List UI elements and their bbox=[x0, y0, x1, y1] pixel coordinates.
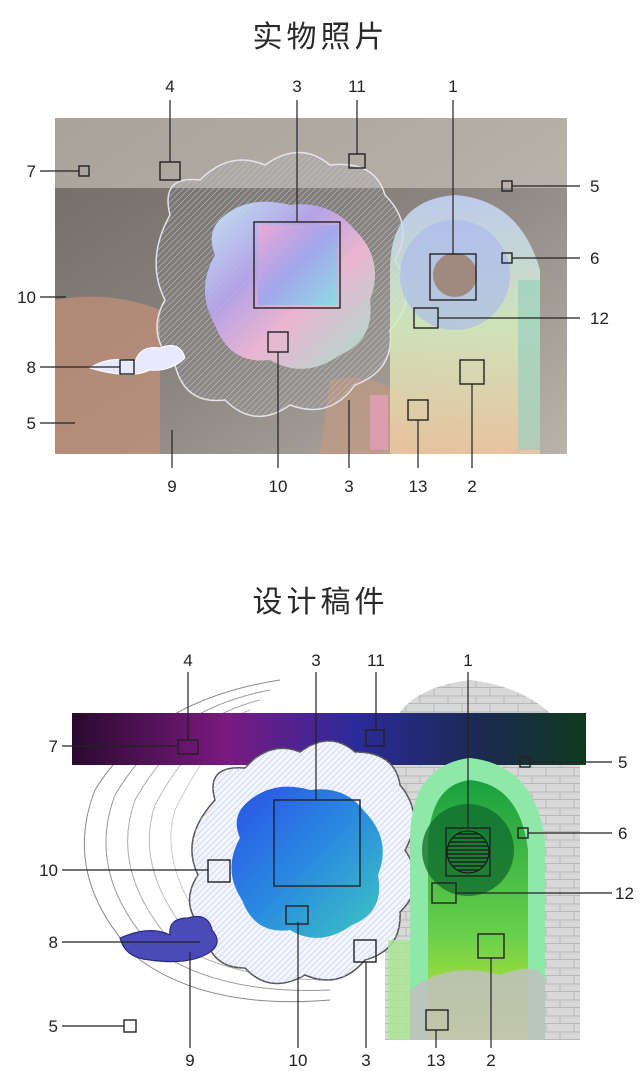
bottom-label-3-bottom: 3 bbox=[361, 1051, 370, 1070]
design-center-dot bbox=[446, 830, 490, 874]
top-callout-boxes bbox=[78, 153, 513, 421]
bottom-label-1: 1 bbox=[463, 651, 472, 670]
photo-side-strip bbox=[518, 280, 540, 450]
bottom-label-12: 12 bbox=[615, 884, 634, 903]
bottom-label-10-bottom: 10 bbox=[289, 1051, 308, 1070]
design-cloud bbox=[119, 915, 218, 963]
top-label-2: 2 bbox=[467, 477, 476, 496]
bottom-label-5-right: 5 bbox=[618, 753, 627, 772]
bottom-label-4: 4 bbox=[183, 651, 192, 670]
photo-center-dot bbox=[433, 253, 477, 297]
top-title: 实物照片 bbox=[252, 20, 389, 55]
top-label-5-left: 5 bbox=[27, 414, 36, 433]
top-label-10-left: 10 bbox=[17, 288, 36, 307]
top-label-3-upper: 3 bbox=[292, 77, 301, 96]
top-label-9: 9 bbox=[167, 477, 176, 496]
bottom-label-10-left: 10 bbox=[39, 861, 58, 880]
top-label-10-bottom: 10 bbox=[269, 477, 288, 496]
bottom-label-7: 7 bbox=[49, 737, 58, 756]
top-label-4: 4 bbox=[165, 77, 174, 96]
top-number-labels: 4 3 11 1 7 5 6 10 12 8 5 9 10 3 13 2 bbox=[17, 77, 609, 496]
top-label-7: 7 bbox=[27, 162, 36, 181]
top-label-6: 6 bbox=[590, 249, 599, 268]
top-leader-lines bbox=[40, 100, 580, 468]
bottom-label-8: 8 bbox=[49, 933, 58, 952]
design-panel bbox=[72, 679, 586, 1040]
photo-panel bbox=[55, 118, 567, 454]
bottom-number-labels: 4 3 11 1 7 5 6 10 12 8 5 9 10 3 13 2 bbox=[39, 651, 634, 1070]
bottom-label-13: 13 bbox=[427, 1051, 446, 1070]
bottom-label-6: 6 bbox=[618, 824, 627, 843]
design-path bbox=[410, 968, 545, 1040]
bottom-label-2: 2 bbox=[486, 1051, 495, 1070]
photo-pink-strip bbox=[370, 395, 388, 450]
bottom-title: 设计稿件 bbox=[252, 585, 389, 620]
top-label-13: 13 bbox=[409, 477, 428, 496]
top-label-5-right: 5 bbox=[590, 177, 599, 196]
bottom-callout-boxes bbox=[123, 729, 531, 1033]
top-label-12: 12 bbox=[590, 309, 609, 328]
bottom-leader-lines bbox=[62, 672, 612, 1048]
photo-hologram-core bbox=[258, 225, 338, 305]
top-label-8: 8 bbox=[27, 358, 36, 377]
top-label-3-bottom: 3 bbox=[344, 477, 353, 496]
design-core bbox=[231, 786, 383, 938]
photo-hand bbox=[55, 296, 160, 454]
top-label-11: 11 bbox=[348, 77, 366, 96]
bottom-label-11: 11 bbox=[367, 651, 385, 670]
bottom-label-9: 9 bbox=[185, 1051, 194, 1070]
bottom-label-5-left: 5 bbox=[49, 1017, 58, 1036]
top-label-1: 1 bbox=[448, 77, 457, 96]
design-left-strip bbox=[388, 940, 410, 1040]
bottom-label-3-upper: 3 bbox=[311, 651, 320, 670]
